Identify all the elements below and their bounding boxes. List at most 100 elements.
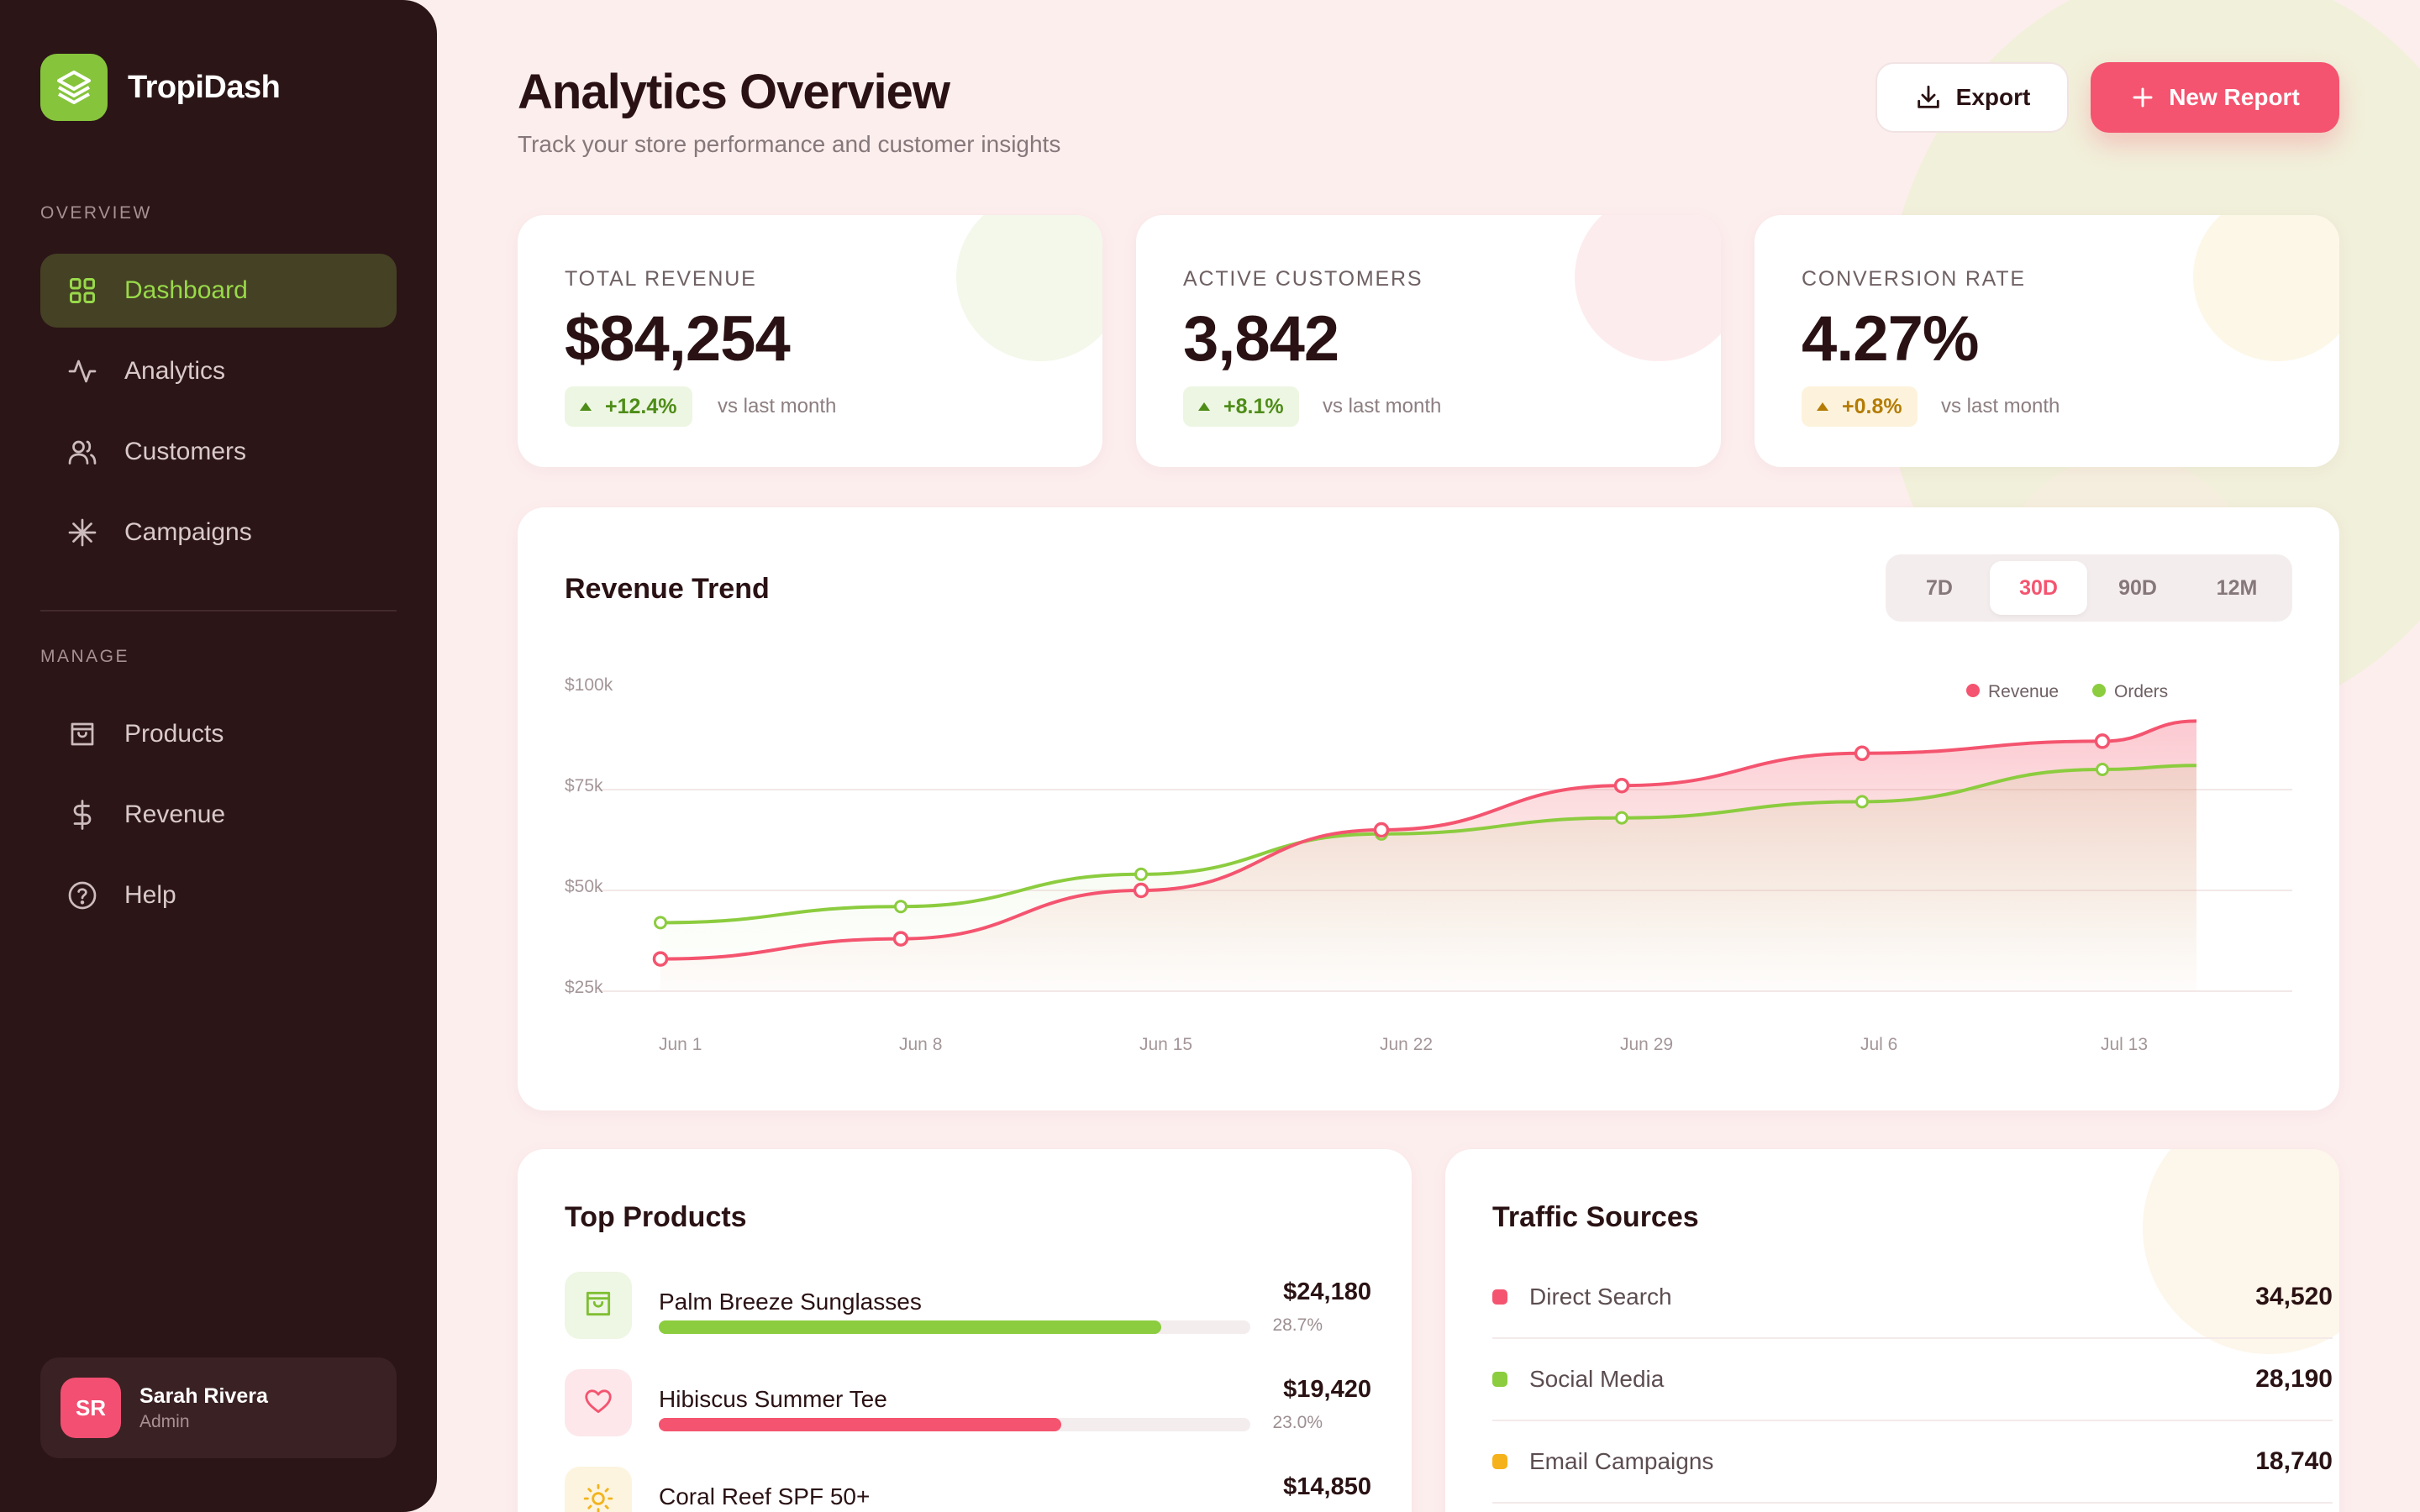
product-name: Hibiscus Summer Tee bbox=[659, 1386, 887, 1412]
section-label-manage: MANAGE bbox=[40, 647, 130, 666]
product-amount: $14,850 bbox=[1283, 1473, 1371, 1500]
change-note: vs last month bbox=[1323, 395, 1442, 417]
traffic-value: 28,190 bbox=[2255, 1365, 2333, 1393]
dollar-icon bbox=[66, 798, 99, 832]
sidebar-item-products[interactable]: Products bbox=[40, 697, 397, 771]
top-products-card: Top Products Palm Breeze Sunglasses $24,… bbox=[518, 1149, 1412, 1512]
trend-up-icon bbox=[580, 402, 592, 411]
traffic-value: 34,520 bbox=[2255, 1283, 2333, 1310]
product-share-fill bbox=[659, 1418, 1061, 1431]
page-title: Analytics Overview bbox=[518, 65, 950, 119]
brand-name: TropiDash bbox=[128, 69, 281, 105]
y-tick-label: $25k bbox=[565, 978, 603, 997]
stat-value: 4.27% bbox=[1802, 303, 1979, 375]
traffic-color-dot bbox=[1492, 1289, 1507, 1305]
sidebar-item-label: Analytics bbox=[124, 357, 226, 385]
sidebar-item-help[interactable]: Help bbox=[40, 858, 397, 932]
traffic-label: Direct Search bbox=[1529, 1284, 1672, 1310]
sparkle-icon bbox=[66, 516, 99, 549]
revenue-point bbox=[1613, 777, 1630, 794]
range-tab-7d[interactable]: 7D bbox=[1926, 575, 1953, 600]
legend-revenue-swatch bbox=[1966, 684, 1980, 697]
product-row[interactable]: Hibiscus Summer Tee $19,420 23.0% bbox=[565, 1369, 1371, 1445]
range-selector: 7D 30D 90D 12M bbox=[1886, 554, 2292, 622]
sidebar-item-customers[interactable]: Customers bbox=[40, 415, 397, 489]
x-tick-label: Jul 6 bbox=[1860, 1035, 1897, 1054]
stat-label: TOTAL REVENUE bbox=[565, 267, 757, 291]
users-icon bbox=[66, 435, 99, 469]
sidebar-item-label: Customers bbox=[124, 438, 247, 465]
new-report-button[interactable]: New Report bbox=[2091, 62, 2339, 133]
shopping-bag-icon bbox=[582, 1288, 614, 1324]
traffic-row[interactable]: Direct Search 34,520 bbox=[1492, 1257, 2333, 1339]
user-name: Sarah Rivera bbox=[139, 1383, 268, 1408]
x-tick-label: Jun 29 bbox=[1620, 1035, 1673, 1054]
stat-value: $84,254 bbox=[565, 303, 791, 375]
sidebar-item-campaigns[interactable]: Campaigns bbox=[40, 496, 397, 570]
stat-value: 3,842 bbox=[1183, 303, 1339, 375]
change-note: vs last month bbox=[1941, 395, 2060, 417]
traffic-row[interactable]: Social Media 28,190 bbox=[1492, 1339, 2333, 1421]
stat-label: CONVERSION RATE bbox=[1802, 267, 2026, 291]
range-tab-12m[interactable]: 12M bbox=[2216, 575, 2258, 600]
x-tick-label: Jun 8 bbox=[899, 1035, 942, 1054]
stat-card-revenue: TOTAL REVENUE $84,254 +12.4% vs last mon… bbox=[518, 215, 1102, 467]
revenue-area bbox=[660, 721, 2196, 991]
range-tab-90d[interactable]: 90D bbox=[2118, 575, 2157, 600]
traffic-color-dot bbox=[1492, 1454, 1507, 1469]
export-button[interactable]: Export bbox=[1876, 62, 2069, 133]
sidebar-item-analytics[interactable]: Analytics bbox=[40, 334, 397, 408]
product-share: 28.7% bbox=[1272, 1315, 1323, 1335]
revenue-point bbox=[1854, 745, 1870, 762]
change-value: +8.1% bbox=[1223, 394, 1284, 418]
product-name: Palm Breeze Sunglasses bbox=[659, 1289, 922, 1315]
sidebar-item-dashboard[interactable]: Dashboard bbox=[40, 254, 397, 328]
legend-orders-swatch bbox=[2092, 684, 2106, 697]
range-tab-30d[interactable]: 30D bbox=[1990, 561, 2087, 615]
section-label-overview: OVERVIEW bbox=[40, 203, 152, 223]
change-value: +0.8% bbox=[1842, 394, 1902, 418]
product-amount: $19,420 bbox=[1283, 1376, 1371, 1403]
stat-card-conversion: CONVERSION RATE 4.27% +0.8% vs last mont… bbox=[1754, 215, 2339, 467]
grid-icon bbox=[66, 274, 99, 307]
change-badge: +12.4% bbox=[565, 386, 692, 427]
avatar: SR bbox=[60, 1378, 121, 1438]
change-value: +12.4% bbox=[605, 394, 677, 418]
user-profile-card[interactable]: SR Sarah Rivera Admin bbox=[40, 1357, 397, 1458]
product-amount: $24,180 bbox=[1283, 1278, 1371, 1305]
revenue-point bbox=[1133, 882, 1150, 899]
card-decoration bbox=[2193, 215, 2339, 361]
user-role: Admin bbox=[139, 1411, 190, 1431]
product-share-bar bbox=[659, 1320, 1250, 1334]
card-title: Top Products bbox=[565, 1201, 747, 1233]
revenue-trend-card: Revenue Trend 7D 30D 90D 12M $100k $75k $5… bbox=[518, 507, 2339, 1110]
product-thumbnail bbox=[565, 1467, 632, 1512]
layers-icon bbox=[40, 54, 108, 121]
brand[interactable]: TropiDash bbox=[40, 54, 281, 121]
traffic-color-dot bbox=[1492, 1372, 1507, 1387]
trend-up-icon bbox=[1817, 402, 1828, 411]
revenue-point bbox=[652, 951, 669, 967]
download-icon bbox=[1914, 83, 1943, 112]
orders-point bbox=[654, 916, 667, 930]
sidebar-item-label: Products bbox=[124, 720, 224, 748]
plus-icon bbox=[2130, 85, 2155, 110]
product-row[interactable]: Coral Reef SPF 50+ $14,850 bbox=[565, 1467, 1371, 1512]
orders-point bbox=[2096, 763, 2109, 776]
product-row[interactable]: Palm Breeze Sunglasses $24,180 28.7% bbox=[565, 1272, 1371, 1347]
revenue-point bbox=[1373, 822, 1390, 838]
sidebar-divider bbox=[40, 610, 397, 612]
change-note: vs last month bbox=[718, 395, 837, 417]
sidebar-item-revenue[interactable]: Revenue bbox=[40, 778, 397, 852]
y-tick-label: $100k bbox=[565, 675, 613, 695]
card-decoration bbox=[1575, 215, 1721, 361]
traffic-value: 18,740 bbox=[2255, 1447, 2333, 1475]
card-title: Revenue Trend bbox=[565, 573, 770, 605]
traffic-row[interactable]: Email Campaigns 18,740 bbox=[1492, 1421, 2333, 1504]
change-badge: +0.8% bbox=[1802, 386, 1918, 427]
revenue-point bbox=[892, 931, 909, 947]
legend-orders-label: Orders bbox=[2114, 682, 2168, 701]
help-circle-icon bbox=[66, 879, 99, 912]
sun-icon bbox=[582, 1483, 614, 1512]
page-subtitle: Track your store performance and custome… bbox=[518, 131, 1061, 157]
